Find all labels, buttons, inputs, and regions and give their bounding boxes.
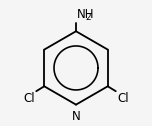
Text: NH: NH	[77, 8, 94, 21]
Text: Cl: Cl	[117, 92, 129, 105]
Text: Cl: Cl	[23, 92, 35, 105]
Text: N: N	[72, 109, 80, 122]
Text: 2: 2	[85, 13, 91, 22]
